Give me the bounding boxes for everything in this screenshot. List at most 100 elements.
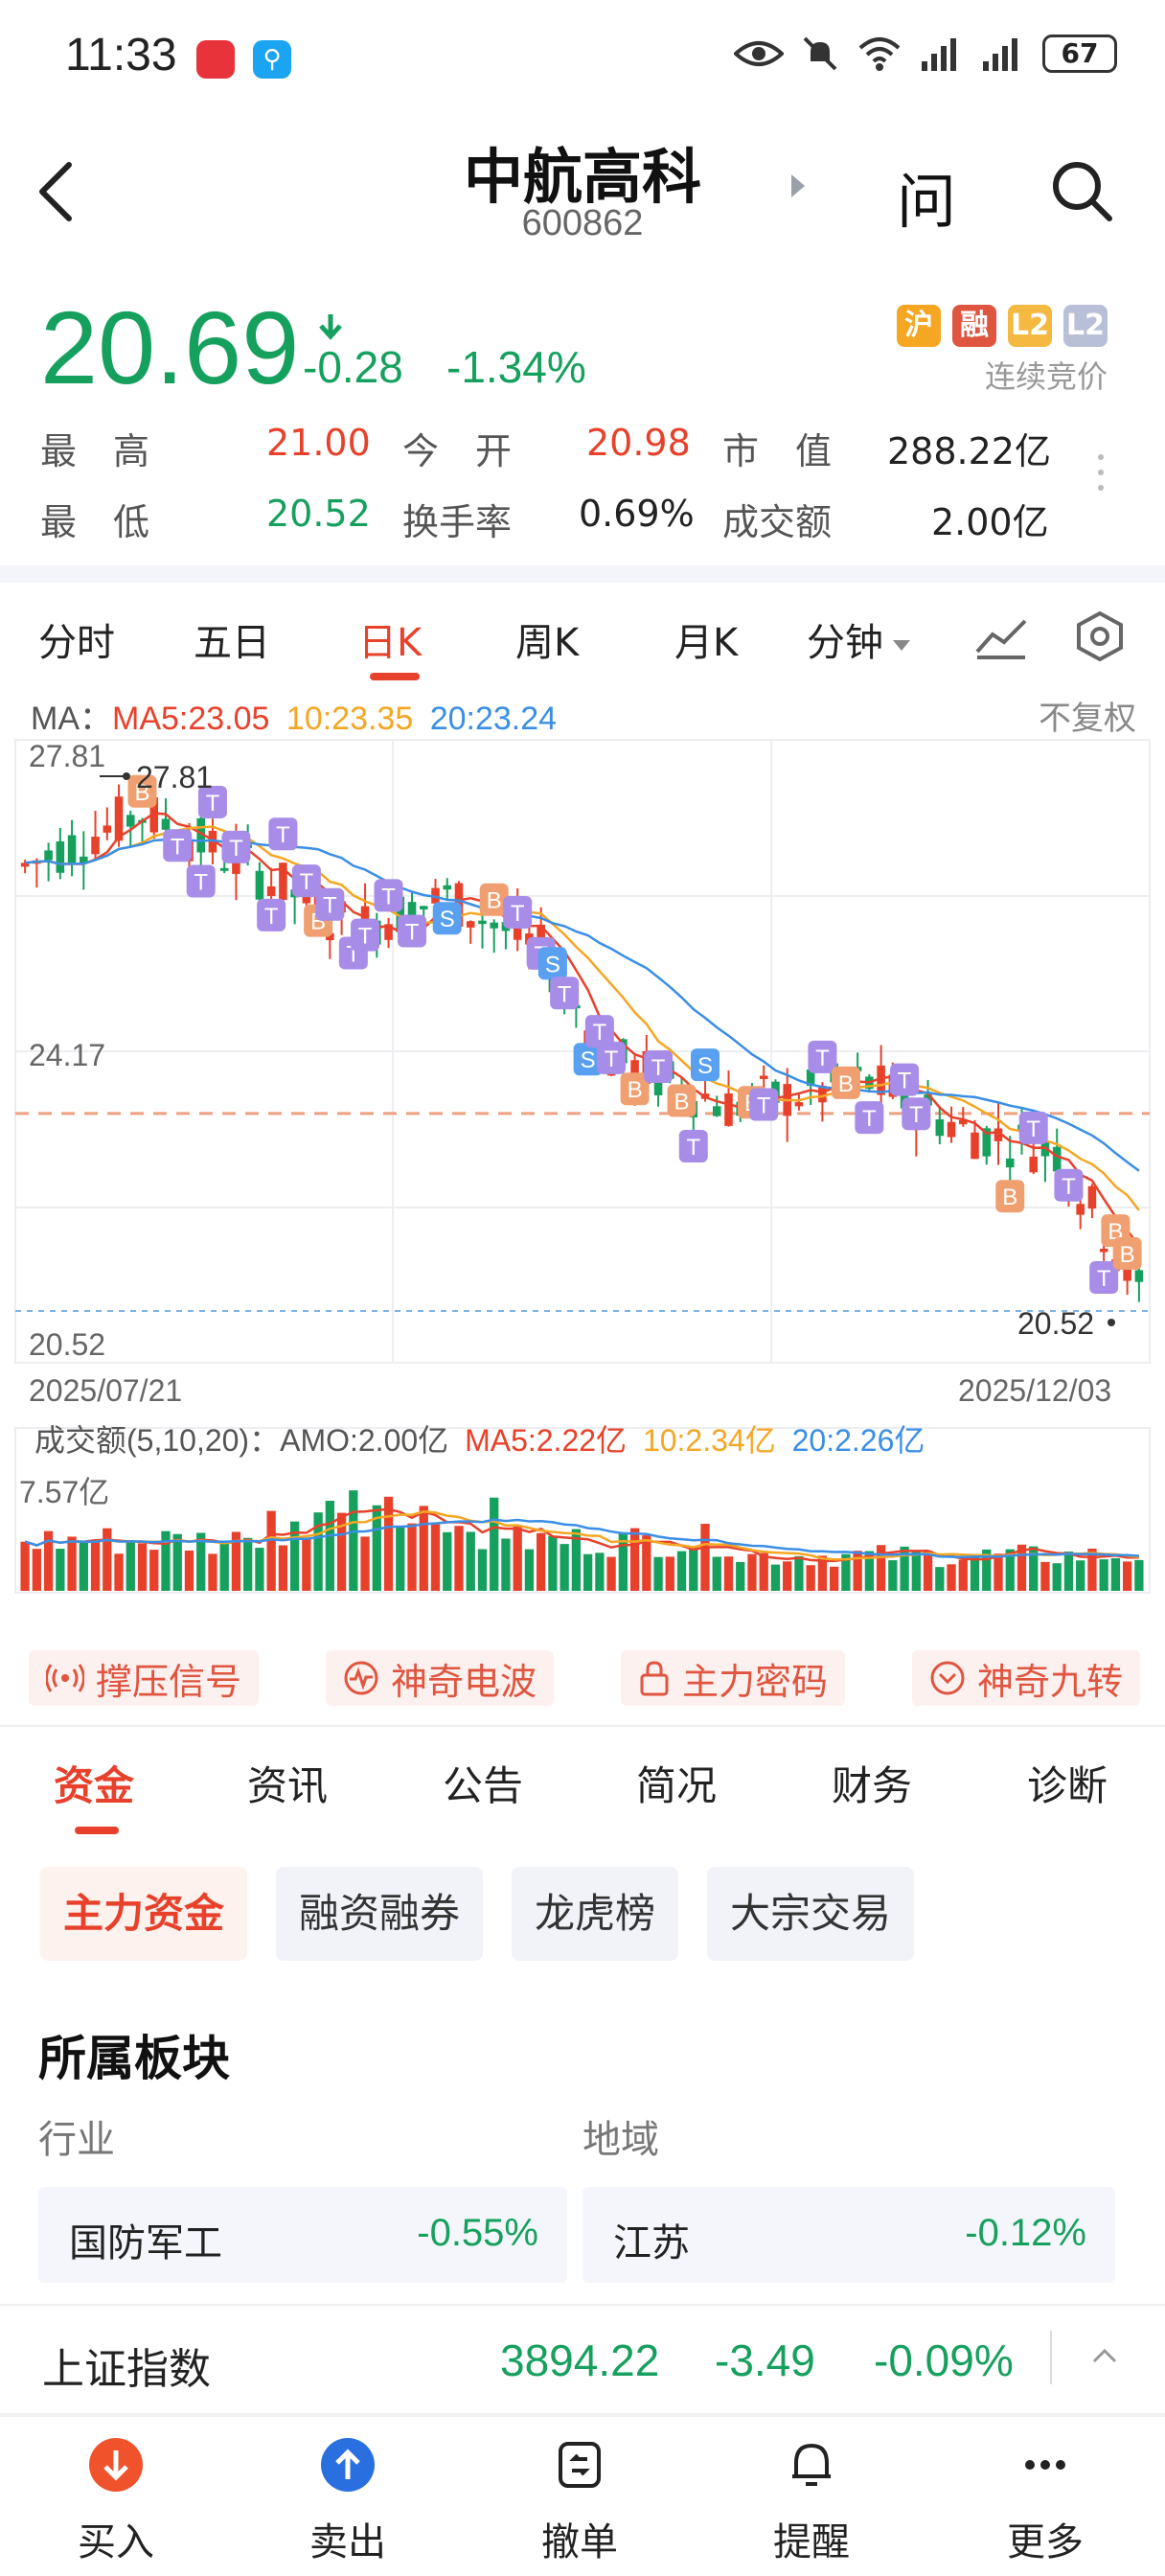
trade-marker [749,1088,779,1121]
industry-plate[interactable]: 国防军工 -0.55% [38,2187,567,2283]
volume-bar [783,1561,792,1591]
trade-marker-label: T [323,893,337,919]
more-button[interactable]: 更多 [973,2436,1117,2566]
candle-body [44,850,53,861]
tab-monthly-k[interactable]: 月K [674,621,739,665]
market-badges: 沪融 L2 L2 [897,305,1108,347]
tab-news[interactable]: 资讯 [247,1762,329,1809]
chevron-up-icon[interactable] [1090,2342,1119,2371]
candle-body [959,1119,968,1125]
index-ticker[interactable]: 上证指数 3894.22 -3.49 -0.09% [0,2306,1165,2413]
trade-marker [221,830,251,863]
subtab-main-funds[interactable]: 主力资金 [40,1867,248,1961]
candle-body [759,1075,768,1079]
stats-row-2: 最 低 20.52 换手率 0.69% 成交额 2.00亿 [40,493,1056,564]
industry-label: 行业 [38,2118,115,2162]
volume-bar [524,1549,535,1591]
volume-bar [208,1553,217,1591]
tab-financials[interactable]: 财务 [832,1762,913,1809]
back-icon[interactable] [29,153,86,230]
next-stock-icon[interactable] [791,174,805,197]
chevron-down-icon [893,639,910,651]
trade-marker [197,785,227,818]
tab-announcements[interactable]: 公告 [443,1762,524,1809]
volume-bar [501,1538,511,1591]
buy-button[interactable]: 买入 [44,2436,188,2566]
volume-bar [994,1553,1003,1591]
trade-marker [550,977,580,1010]
cancel-order-button[interactable]: 撤单 [508,2436,651,2566]
trade-marker-label: T [898,1069,912,1094]
volume-bar [149,1550,159,1591]
mktcap-label: 市 值 [722,430,833,472]
subtab-margin[interactable]: 融资融券 [276,1867,484,1961]
index-name: 上证指数 [42,2345,211,2394]
volume-bar [196,1532,206,1591]
volume-bar [794,1555,804,1591]
trade-marker [691,1048,720,1082]
candle-body [103,825,112,833]
low-marker-label: 20.52 [1017,1306,1094,1341]
tab-profile[interactable]: 简况 [636,1762,718,1809]
signal-main-force-code[interactable]: 主力密码 [620,1650,845,1706]
tab-diagnosis[interactable]: 诊断 [1027,1762,1108,1809]
candle-body [219,867,229,871]
subtab-dragon-tiger[interactable]: 龙虎榜 [512,1867,679,1961]
price-change-pct: -1.34% [446,342,586,392]
tab-five-day[interactable]: 五日 [194,621,270,665]
trade-marker-label: B [487,888,502,914]
trade-marker [432,902,462,935]
signal-magic-wave[interactable]: 神奇电波 [325,1650,554,1706]
low-value: 20.52 [266,493,371,535]
chart-style-icon[interactable] [973,613,1029,661]
signal-support-resistance[interactable]: 撑压信号 [29,1650,260,1706]
volume-bar [1005,1549,1015,1591]
volume-bar [266,1510,276,1591]
volume-bar [970,1555,980,1591]
candle-body [20,862,30,867]
status-bar: 11:33 ⚲ 67 [0,0,1165,115]
candle-body [712,1106,721,1116]
tab-funds[interactable]: 资金 [54,1762,135,1809]
trade-marker-label: T [1097,1266,1111,1292]
volume-bar [454,1526,464,1591]
sell-button[interactable]: 卖出 [276,2436,420,2566]
kline-chart[interactable]: BTTTTTTTBTTTTTSBTTSTSTTBTBTSBTTBTTTBTTTB… [0,728,1165,1639]
alert-button[interactable]: 提醒 [740,2436,883,2566]
trade-marker-label: T [593,1020,607,1046]
adjust-toggle[interactable]: 不复权 [1039,700,1136,738]
subtab-block-trade[interactable]: 大宗交易 [707,1867,915,1961]
tab-daily-k[interactable]: 日K [358,621,423,665]
ask-button[interactable]: 问 [897,167,957,237]
candle-body [396,896,405,932]
y-label-low: 20.52 [29,1327,105,1362]
tab-intraday[interactable]: 分时 [38,621,115,665]
tab-weekly-k[interactable]: 周K [515,621,580,665]
trade-marker-label: B [838,1071,854,1097]
trade-marker [351,918,380,952]
divider [0,1725,1165,1727]
volume-bar [853,1551,862,1591]
volume-bar [958,1559,968,1591]
region-plate[interactable]: 江苏 -0.12% [582,2187,1115,2283]
more-stats-icon[interactable] [1098,454,1106,500]
current-price: 20.69 [40,289,300,405]
signal-magic-nine[interactable]: 神奇九转 [911,1650,1140,1706]
volume-bar [747,1553,757,1591]
volume-bar [137,1543,148,1591]
trade-marker [573,1043,603,1076]
open-value: 20.98 [586,422,691,464]
volume-bar [372,1505,381,1591]
lock-icon [640,1661,669,1696]
trade-markers: BTTTTTTTBTTTTTSBTTSTSTTBTBTSBTTBTTTBTTTB… [127,774,1142,1294]
volume-bar [1029,1546,1039,1591]
volume-bar [255,1548,264,1591]
trade-marker-label: T [264,904,279,930]
search-icon[interactable] [1048,157,1115,224]
tab-minute[interactable]: 分钟 [807,611,910,667]
chart-settings-icon[interactable] [1073,610,1127,663]
volume-bar [231,1531,241,1591]
volume-bar [349,1490,358,1591]
trade-marker [374,879,403,912]
volume-bar [219,1542,229,1591]
